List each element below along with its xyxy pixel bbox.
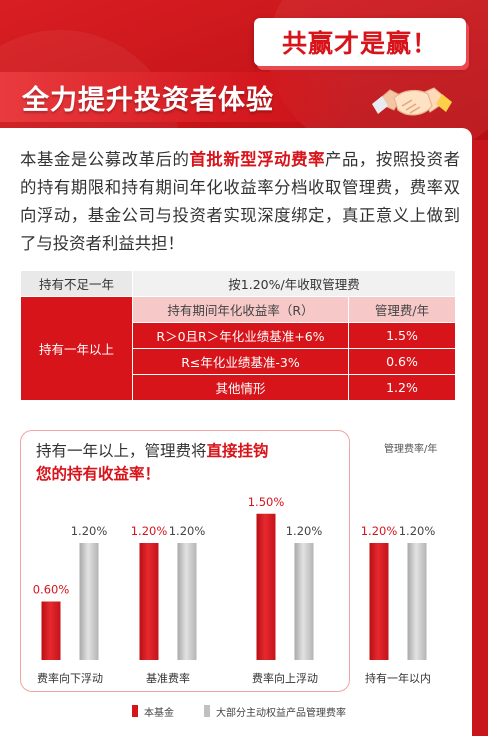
legend-label: 本基金 xyxy=(144,707,174,719)
bar-others-0 xyxy=(79,543,99,660)
condition-cell: 其他情形 xyxy=(132,374,349,401)
condition-cell: R≤年化业绩基准-3% xyxy=(132,348,349,375)
legend-item: 大部分主动权益产品管理费率 xyxy=(204,704,346,719)
handshake-icon xyxy=(372,87,452,116)
chart-heading-highlight-1: 直接挂钩 xyxy=(206,442,269,460)
chart-heading-highlight-2: 您的持有收益率！ xyxy=(36,465,161,483)
category-label: 持有一年以内 xyxy=(365,671,431,685)
bar-fund-3 xyxy=(369,543,389,660)
row-long-label: 持有一年以上 xyxy=(20,296,133,401)
fee-cell: 1.2% xyxy=(348,374,456,401)
bar-value-label: 1.20% xyxy=(399,524,436,538)
table-row: R≤年化业绩基准-3% 0.6% xyxy=(21,348,456,375)
table-row: 其他情形 1.2% xyxy=(21,374,456,401)
bar-value-label: 1.50% xyxy=(248,495,285,509)
legend-item: 本基金 xyxy=(132,704,174,719)
chart-frame xyxy=(20,430,350,692)
bar-fund-0 xyxy=(41,601,61,660)
bar-value-label: 1.20% xyxy=(131,524,168,538)
bar-value-label: 0.60% xyxy=(33,583,70,597)
bar-value-label: 1.20% xyxy=(71,524,108,538)
bar-others-1 xyxy=(177,543,197,660)
chart-heading-text: 持有一年以上，管理费将 xyxy=(36,442,207,460)
header-fee: 管理费/年 xyxy=(348,296,456,323)
intro-text-1: 本基金是公募改革后的 xyxy=(20,150,190,169)
intro-highlight: 首批新型浮动费率 xyxy=(189,150,326,169)
bar-value-label: 1.20% xyxy=(169,524,206,538)
slogan-badge: 共赢才是赢！ xyxy=(254,18,466,66)
fee-table: 持有不足一年 按1.20%/年收取管理费 持有一年以上 持有期间年化收益率（R）… xyxy=(20,270,456,401)
table-row: 持有不足一年 按1.20%/年收取管理费 xyxy=(20,270,456,297)
legend-swatch-fund xyxy=(132,705,138,717)
bar-fund-2 xyxy=(256,513,276,660)
chart-heading: 持有一年以上，管理费将直接挂钩 您的持有收益率！ xyxy=(36,440,269,486)
bar-value-label: 1.20% xyxy=(361,524,398,538)
bar-fund-1 xyxy=(139,543,159,660)
bar-value-label: 1.20% xyxy=(286,524,323,538)
title-banner xyxy=(0,72,360,122)
legend-label: 大部分主动权益产品管理费率 xyxy=(216,707,346,719)
page-title: 全力提升投资者体验 xyxy=(22,85,274,116)
category-label: 基准费率 xyxy=(146,671,190,685)
row-short-value: 按1.20%/年收取管理费 xyxy=(132,270,456,297)
intro-text-2: 产品，按照投资者的持有期限和持有期间年化收益率分档收取管理费，费率双向浮动，基金… xyxy=(20,150,461,253)
y-axis-label: 管理费率/年 xyxy=(384,444,438,455)
legend-swatch-others xyxy=(204,705,210,717)
fee-cell: 0.6% xyxy=(348,348,456,375)
content-card xyxy=(0,128,472,736)
fee-cell: 1.5% xyxy=(348,322,456,349)
chart-legend: 本基金 大部分主动权益产品管理费率 xyxy=(132,704,376,719)
bar-others-2 xyxy=(294,543,314,660)
bar-others-3 xyxy=(407,543,427,660)
category-label: 费率向下浮动 xyxy=(37,671,103,685)
intro-paragraph: 本基金是公募改革后的首批新型浮动费率产品，按照投资者的持有期限和持有期间年化收益… xyxy=(20,146,460,258)
row-short-label: 持有不足一年 xyxy=(20,270,133,297)
category-label: 费率向上浮动 xyxy=(252,671,318,685)
